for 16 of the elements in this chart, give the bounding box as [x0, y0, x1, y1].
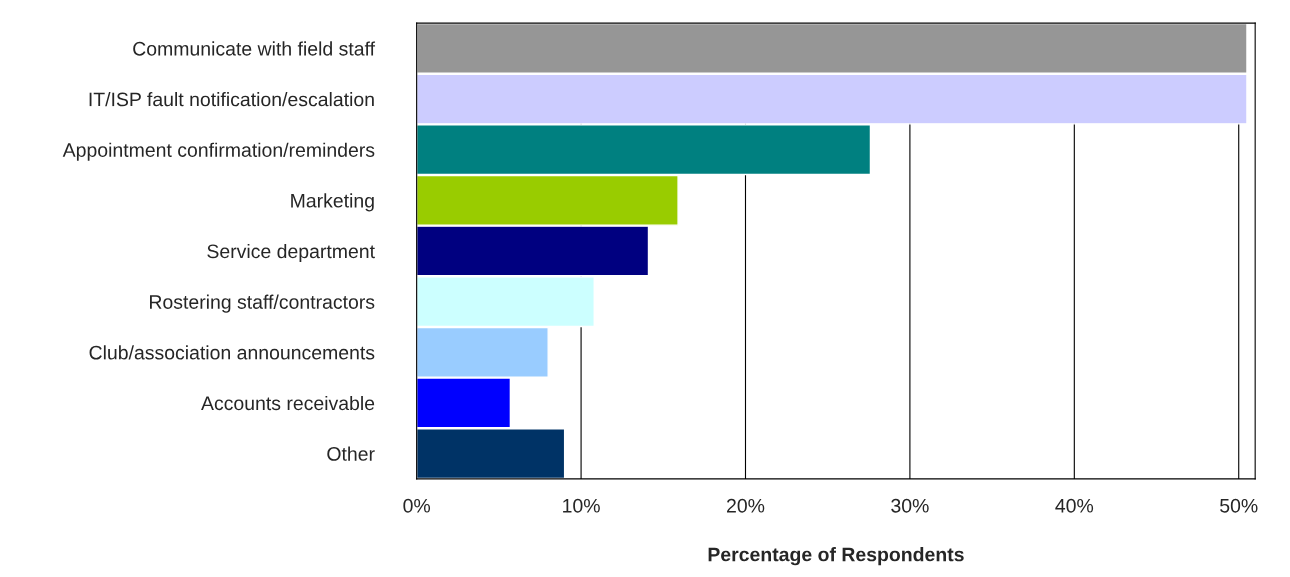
y-tick-label: Marketing	[291, 193, 374, 212]
x-tick-label: 20%	[727, 498, 765, 513]
y-tick-label: Other	[327, 446, 375, 461]
y-tick-label: Appointment confirmation/reminders	[62, 142, 375, 161]
y-tick-label: Communicate with field staff	[133, 41, 376, 56]
y-tick-label: Club/association announcements	[89, 345, 375, 360]
x-tick-label: 50%	[1220, 498, 1258, 513]
x-tick-label: 40%	[1055, 498, 1094, 513]
y-tick-label: Rostering staff/contractors	[150, 294, 375, 313]
y-tick-label: Service department	[207, 243, 375, 263]
x-tick-label: 0%	[403, 498, 431, 513]
x-tick-label: 10%	[563, 498, 600, 513]
y-tick-label: IT/ISP fault notification/escalation	[89, 92, 374, 107]
x-tick-label: 30%	[891, 498, 929, 513]
x-axis-title: Percentage of Respondents	[708, 547, 964, 566]
y-tick-label: Accounts receivable	[201, 395, 375, 411]
